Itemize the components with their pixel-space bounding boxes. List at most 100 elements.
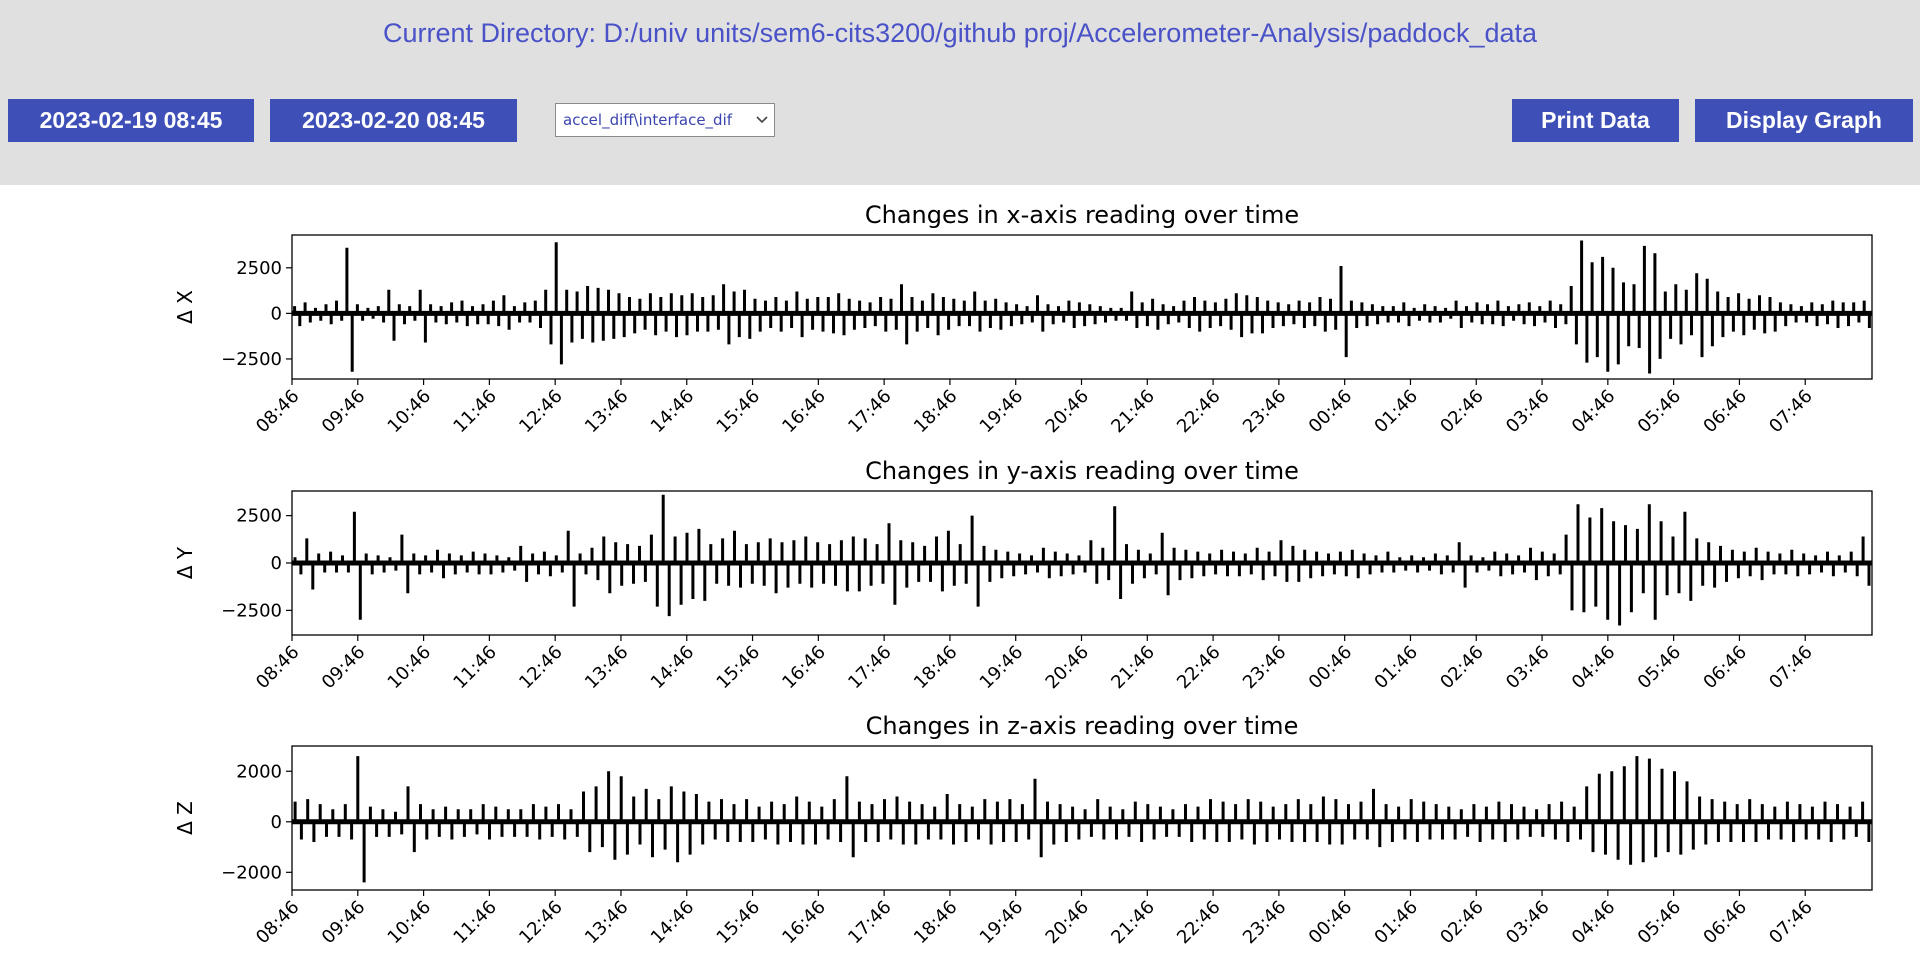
x-tick-label: 16:46: [778, 386, 830, 438]
x-tick-label: 04:46: [1568, 386, 1620, 438]
x-tick-label: 11:46: [449, 897, 501, 949]
x-tick-label: 15:46: [713, 897, 765, 949]
x-tick-label: 18:46: [910, 386, 962, 438]
x-tick-label: 09:46: [318, 386, 370, 438]
x-tick-label: 08:46: [252, 386, 304, 438]
start-datetime-button[interactable]: 2023-02-19 08:45: [8, 99, 254, 142]
y-tick-label: 2500: [236, 506, 282, 527]
x-tick-label: 02:46: [1436, 386, 1488, 438]
x-tick-label: 05:46: [1634, 897, 1686, 949]
x-tick-label: 22:46: [1173, 897, 1225, 949]
x-tick-label: 14:46: [647, 642, 699, 694]
x-tick-label: 01:46: [1370, 386, 1422, 438]
y-tick-label: 0: [271, 303, 282, 324]
x-tick-label: 19:46: [976, 897, 1028, 949]
x-tick-label: 04:46: [1568, 642, 1620, 694]
x-tick-label: 02:46: [1436, 642, 1488, 694]
x-tick-label: 14:46: [647, 386, 699, 438]
x-tick-label: 01:46: [1370, 642, 1422, 694]
x-tick-label: 21:46: [1107, 386, 1159, 438]
chart-title: Changes in z-axis reading over time: [866, 712, 1299, 740]
x-tick-label: 07:46: [1765, 386, 1817, 438]
x-tick-label: 18:46: [910, 642, 962, 694]
x-tick-label: 17:46: [844, 386, 896, 438]
x-tick-label: 20:46: [1042, 642, 1094, 694]
x-tick-label: 13:46: [581, 642, 633, 694]
x-tick-label: 00:46: [1305, 897, 1357, 949]
x-tick-label: 06:46: [1699, 897, 1751, 949]
accelerometer-charts: Changes in x-axis reading over time Δ X 25…: [173, 201, 1873, 949]
x-tick-label: 17:46: [844, 897, 896, 949]
x-tick-label: 10:46: [384, 897, 436, 949]
y-axis-label: Δ Z: [173, 801, 197, 835]
x-tick-label: 20:46: [1042, 386, 1094, 438]
x-tick-label: 03:46: [1502, 642, 1554, 694]
x-tick-label: 06:46: [1699, 386, 1751, 438]
x-tick-label: 00:46: [1305, 642, 1357, 694]
y-axis-label: Δ Y: [173, 546, 197, 579]
series-line: [293, 756, 1871, 883]
x-tick-label: 08:46: [252, 642, 304, 694]
x-tick-label: 14:46: [647, 897, 699, 949]
y-tick-label: −2500: [221, 349, 282, 370]
chart-x-axis: Changes in x-axis reading over time Δ X 25…: [173, 201, 1873, 438]
x-tick-label: 12:46: [515, 386, 567, 438]
x-tick-label: 23:46: [1239, 386, 1291, 438]
x-tick-label: 19:46: [976, 386, 1028, 438]
x-tick-label: 19:46: [976, 642, 1028, 694]
series-line: [293, 240, 1871, 374]
x-tick-label: 04:46: [1568, 897, 1620, 949]
file-select-value: accel_diff\interface_dif: [563, 111, 733, 129]
chevron-down-icon[interactable]: [750, 112, 774, 128]
x-tick-label: 21:46: [1107, 642, 1159, 694]
file-select[interactable]: accel_diff\interface_dif: [555, 103, 775, 137]
y-tick-label: 2000: [236, 761, 282, 782]
print-data-button[interactable]: Print Data: [1512, 99, 1679, 142]
x-tick-label: 18:46: [910, 897, 962, 949]
x-tick-label: 09:46: [318, 642, 370, 694]
x-tick-label: 01:46: [1370, 897, 1422, 949]
x-tick-label: 13:46: [581, 386, 633, 438]
end-datetime-button[interactable]: 2023-02-20 08:45: [270, 99, 517, 142]
x-tick-label: 16:46: [778, 897, 830, 949]
chart-title: Changes in x-axis reading over time: [865, 201, 1299, 229]
x-tick-label: 22:46: [1173, 386, 1225, 438]
series-line: [293, 494, 1871, 626]
x-tick-label: 10:46: [384, 642, 436, 694]
y-axis-label: Δ X: [173, 290, 197, 324]
x-tick-label: 23:46: [1239, 897, 1291, 949]
y-tick-label: 0: [271, 553, 282, 574]
x-tick-label: 05:46: [1634, 642, 1686, 694]
x-tick-label: 15:46: [713, 386, 765, 438]
x-tick-label: 07:46: [1765, 642, 1817, 694]
y-tick-label: 2500: [236, 258, 282, 279]
x-tick-label: 11:46: [449, 642, 501, 694]
y-tick-label: 0: [271, 812, 282, 833]
x-tick-label: 02:46: [1436, 897, 1488, 949]
display-graph-button[interactable]: Display Graph: [1695, 99, 1913, 142]
x-tick-label: 13:46: [581, 897, 633, 949]
y-tick-label: −2000: [221, 862, 282, 883]
x-tick-label: 05:46: [1634, 386, 1686, 438]
x-tick-label: 06:46: [1699, 642, 1751, 694]
x-tick-label: 15:46: [713, 642, 765, 694]
x-tick-label: 23:46: [1239, 642, 1291, 694]
y-tick-label: −2500: [221, 600, 282, 621]
x-tick-label: 03:46: [1502, 897, 1554, 949]
x-tick-label: 17:46: [844, 642, 896, 694]
chart-title: Changes in y-axis reading over time: [865, 457, 1299, 485]
x-tick-label: 09:46: [318, 897, 370, 949]
x-tick-label: 03:46: [1502, 386, 1554, 438]
x-tick-label: 08:46: [252, 897, 304, 949]
chart-z-axis: Changes in z-axis reading over time Δ Z 20…: [173, 712, 1873, 949]
x-tick-label: 16:46: [778, 642, 830, 694]
x-tick-label: 22:46: [1173, 642, 1225, 694]
x-tick-label: 12:46: [515, 897, 567, 949]
chart-y-axis: Changes in y-axis reading over time Δ Y 25…: [173, 457, 1873, 694]
x-tick-label: 07:46: [1765, 897, 1817, 949]
x-tick-label: 11:46: [449, 386, 501, 438]
x-tick-label: 21:46: [1107, 897, 1159, 949]
x-tick-label: 20:46: [1042, 897, 1094, 949]
x-tick-label: 10:46: [384, 386, 436, 438]
x-tick-label: 00:46: [1305, 386, 1357, 438]
